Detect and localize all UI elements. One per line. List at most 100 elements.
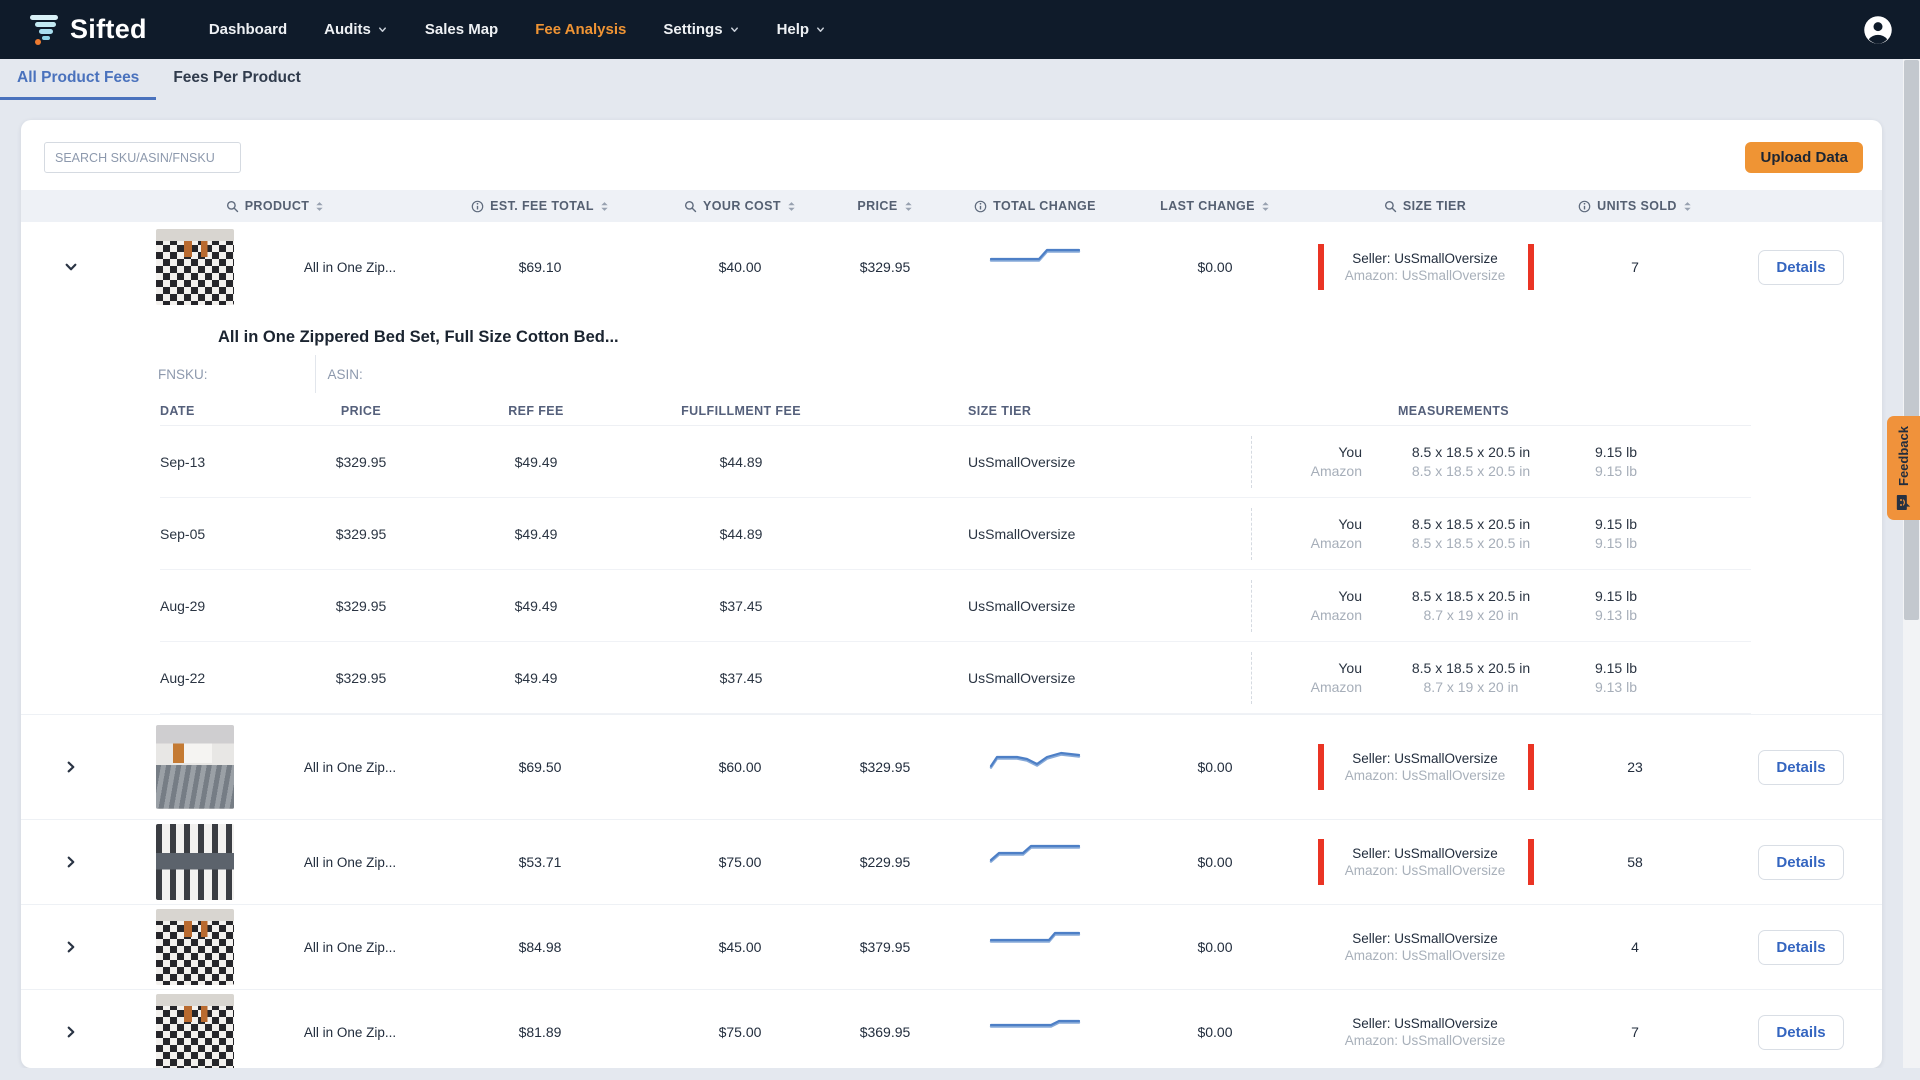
est-fee-total-value: $81.89 — [518, 1024, 562, 1040]
nav-item-dashboard[interactable]: Dashboard — [209, 21, 287, 38]
info-circle-icon — [1578, 200, 1591, 212]
product-thumbnail[interactable] — [156, 229, 234, 305]
expand-row-chevron[interactable] — [59, 755, 83, 779]
measurement-dimensions: 8.5 x 18.5 x 20.5 in 8.5 x 18.5 x 20.5 in — [1366, 443, 1576, 481]
amazon-label: Amazon — [1310, 606, 1362, 623]
column-header-units-sold[interactable]: UNITS SOLD — [1550, 199, 1720, 213]
chat-smiley-icon — [1896, 494, 1911, 510]
measurement-weights: 9.15 lb 9.13 lb — [1576, 659, 1656, 697]
nav-item-settings[interactable]: Settings — [663, 21, 739, 38]
nav-item-label: Dashboard — [208, 21, 288, 38]
measurement-weights: 9.15 lb 9.15 lb — [1576, 443, 1656, 481]
product-name: All in One Zip... — [303, 854, 397, 870]
amazon-size-tier: Amazon: UsSmallOversize — [1344, 268, 1506, 283]
history-header-fulfillment-fee: FULFILLMENT FEE — [681, 403, 801, 418]
measurement-source-labels: You Amazon — [1251, 507, 1366, 560]
column-header-product[interactable]: PRODUCT — [120, 199, 430, 213]
you-dimensions: 8.5 x 18.5 x 20.5 in — [1411, 443, 1531, 460]
identifier-divider — [314, 355, 316, 393]
you-dimensions: 8.5 x 18.5 x 20.5 in — [1411, 515, 1531, 532]
units-sold-value: 7 — [1631, 1024, 1639, 1040]
details-button[interactable]: Details — [1758, 844, 1844, 880]
product-thumbnail[interactable] — [156, 824, 234, 900]
history-date: Sep-13 — [160, 453, 206, 470]
your-cost-value: $75.00 — [718, 854, 762, 870]
measurement-source-labels: You Amazon — [1251, 651, 1366, 704]
details-button[interactable]: Details — [1758, 929, 1844, 965]
column-header-last-change[interactable]: LAST CHANGE — [1130, 199, 1300, 213]
caret-down-icon — [730, 27, 738, 32]
product-thumbnail[interactable] — [156, 994, 234, 1068]
nav-item-fee-analysis[interactable]: Fee Analysis — [535, 21, 626, 38]
history-fulfillment-fee: $37.45 — [719, 597, 763, 614]
size-tier-cell: Seller: UsSmallOversize Amazon: UsSmallOv… — [1300, 244, 1550, 290]
info-circle-icon — [471, 200, 484, 212]
all-product-fees-card: Upload Data PRODUCT EST. FEE TOTAL YOUR CO… — [21, 120, 1882, 1068]
upload-data-button[interactable]: Upload Data — [1745, 142, 1863, 173]
sifted-logo-icon — [30, 13, 62, 47]
column-header-total-change[interactable]: TOTAL CHANGE — [940, 199, 1130, 213]
est-fee-total-value: $69.50 — [518, 759, 562, 775]
feedback-tab[interactable]: Feedback — [1887, 416, 1920, 520]
column-header-price[interactable]: PRICE — [830, 199, 940, 213]
column-header-label: TOTAL CHANGE — [993, 199, 1096, 213]
history-header-size-tier: SIZE TIER — [968, 403, 1032, 418]
expand-row-chevron[interactable] — [59, 935, 83, 959]
collapse-row-chevron[interactable] — [59, 255, 83, 279]
you-label: You — [1338, 587, 1362, 604]
page-background-strip — [0, 1068, 1920, 1080]
history-price: $329.95 — [335, 669, 387, 686]
seller-size-tier: Seller: UsSmallOversize — [1352, 846, 1498, 861]
tab-all-product-fees[interactable]: All Product Fees — [0, 59, 157, 100]
nav-item-help[interactable]: Help — [777, 21, 827, 38]
size-tier-cell: Seller: UsSmallOversize Amazon: UsSmallOv… — [1300, 839, 1550, 885]
size-alert-bar-left — [1318, 744, 1324, 790]
page-scrollbar[interactable] — [1903, 59, 1920, 1080]
units-sold-value: 58 — [1627, 854, 1643, 870]
price-value: $329.95 — [859, 759, 911, 775]
details-button[interactable]: Details — [1758, 1014, 1844, 1050]
total-change-cell — [940, 1017, 1130, 1047]
history-ref-fee: $49.49 — [514, 525, 558, 542]
search-input[interactable] — [44, 142, 241, 173]
amazon-size-tier: Amazon: UsSmallOversize — [1344, 863, 1506, 878]
chevron-icon — [67, 1026, 74, 1038]
details-button[interactable]: Details — [1758, 249, 1844, 285]
sort-arrows-icon — [788, 201, 795, 211]
size-tier-cell: Seller: UsSmallOversize Amazon: UsSmallOv… — [1300, 744, 1550, 790]
brand-name: Sifted — [70, 14, 147, 44]
column-header-size-tier[interactable]: SIZE TIER — [1300, 199, 1550, 213]
scrollbar-thumb[interactable] — [1904, 60, 1919, 620]
account-menu-button[interactable] — [1863, 15, 1893, 45]
chevron-icon — [67, 941, 74, 953]
product-thumbnail[interactable] — [156, 725, 234, 809]
your-cost-value: $40.00 — [718, 259, 762, 275]
last-change-value: $0.00 — [1197, 259, 1233, 275]
history-date: Aug-29 — [160, 597, 206, 614]
last-change-value: $0.00 — [1197, 759, 1233, 775]
measurement-source-labels: You Amazon — [1251, 579, 1366, 632]
details-button[interactable]: Details — [1758, 749, 1844, 785]
est-fee-total-value: $84.98 — [518, 939, 562, 955]
column-header-your-cost[interactable]: YOUR COST — [650, 199, 830, 213]
nav-item-label: Fee Analysis — [535, 21, 627, 38]
est-fee-total-value: $53.71 — [518, 854, 562, 870]
you-dimensions: 8.5 x 18.5 x 20.5 in — [1411, 587, 1531, 604]
column-header-est-fee-total[interactable]: EST. FEE TOTAL — [430, 199, 650, 213]
expand-row-chevron[interactable] — [59, 850, 83, 874]
brand-logo[interactable]: Sifted — [30, 13, 147, 47]
feedback-label: Feedback — [1896, 426, 1911, 486]
column-header-label: LAST CHANGE — [1160, 199, 1255, 213]
total-change-sparkline — [989, 844, 1081, 863]
product-thumbnail[interactable] — [156, 909, 234, 985]
product-identifiers: FNSKU: ASIN: — [21, 352, 1882, 396]
account-circle-icon — [1864, 15, 1892, 44]
nav-item-audits[interactable]: Audits — [324, 21, 388, 38]
nav-item-label: Audits — [324, 21, 371, 38]
fee-history-row: Aug-22 $329.95 $49.49 $37.45 UsSmallOversize… — [160, 642, 1751, 714]
expand-row-chevron[interactable] — [59, 1020, 83, 1044]
caret-down-icon — [378, 27, 386, 32]
nav-item-sales-map[interactable]: Sales Map — [425, 21, 498, 38]
column-header-label: PRICE — [857, 199, 898, 213]
tab-fees-per-product[interactable]: Fees Per Product — [173, 69, 301, 86]
